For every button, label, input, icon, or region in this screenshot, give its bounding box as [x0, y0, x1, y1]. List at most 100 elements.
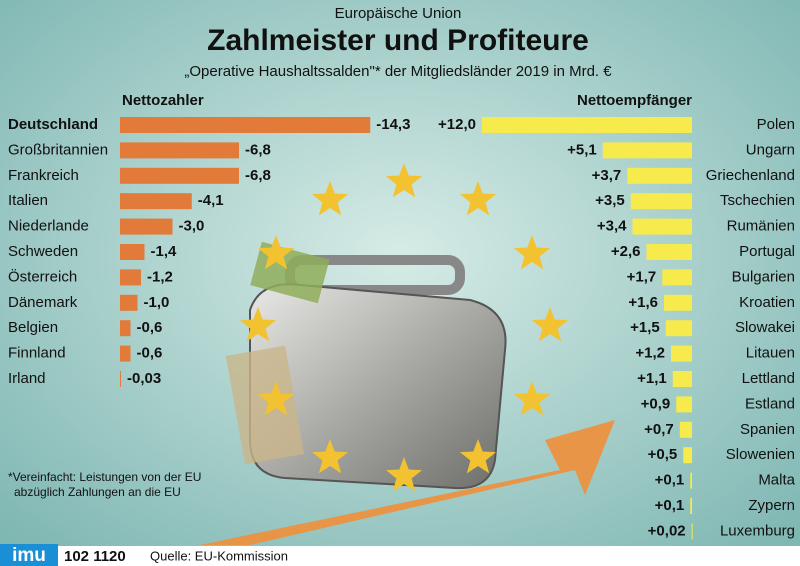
bar — [602, 142, 692, 159]
bar — [120, 371, 121, 387]
star — [531, 307, 569, 342]
star — [459, 181, 497, 216]
supertitle: Europäische Union — [335, 5, 462, 22]
star — [257, 235, 295, 270]
bar — [120, 244, 145, 260]
category-label: Slowakei — [735, 319, 795, 336]
value-label: +1,2 — [635, 345, 665, 362]
right-heading: Nettoempfänger — [577, 92, 692, 109]
value-label: -1,0 — [144, 294, 170, 311]
bar — [630, 193, 692, 210]
value-label: -6,8 — [245, 167, 271, 184]
star — [459, 439, 497, 474]
value-label: -14,3 — [376, 116, 410, 133]
bar — [632, 218, 692, 235]
value-label: +3,4 — [597, 218, 627, 235]
bar — [672, 371, 692, 387]
value-label: +1,1 — [637, 370, 667, 387]
value-label: +3,5 — [595, 192, 625, 209]
footnote: abzüglich Zahlungen an die EU — [14, 485, 181, 499]
value-label: +3,7 — [592, 167, 622, 184]
value-label: +0,7 — [644, 421, 674, 438]
logo: imu — [12, 545, 46, 566]
left-heading: Nettozahler — [122, 92, 204, 109]
category-label: Belgien — [8, 319, 58, 336]
category-label: Tschechien — [720, 192, 795, 209]
bar — [482, 117, 692, 133]
star — [311, 439, 349, 474]
category-label: Rumänien — [727, 218, 795, 235]
bar — [664, 294, 692, 311]
footer-band — [0, 546, 800, 566]
bar — [690, 498, 692, 514]
star — [239, 307, 277, 342]
value-label: -1,2 — [147, 268, 173, 285]
value-label: +0,9 — [641, 395, 671, 412]
bar — [683, 447, 692, 464]
value-label: +0,5 — [648, 446, 678, 463]
title: Zahlmeister und Profiteure — [207, 24, 589, 57]
category-label: Slowenien — [726, 446, 795, 463]
category-label: Niederlande — [8, 218, 89, 235]
category-label: Großbritannien — [8, 141, 108, 158]
category-label: Schweden — [8, 243, 78, 260]
value-label: +0,1 — [655, 497, 685, 514]
suitcase — [225, 241, 507, 490]
value-label: -1,4 — [151, 243, 178, 260]
category-label: Lettland — [742, 370, 795, 387]
value-label: +0,02 — [648, 522, 686, 539]
category-label: Zypern — [748, 497, 795, 514]
star — [311, 181, 349, 216]
value-label: -0,6 — [137, 345, 163, 362]
subtitle: „Operative Haushaltssalden"* der Mitglie… — [184, 63, 612, 80]
category-label: Estland — [745, 395, 795, 412]
eu-stars — [239, 163, 569, 492]
category-label: Deutschland — [8, 116, 98, 133]
bar — [120, 167, 239, 184]
value-label: +2,6 — [611, 243, 641, 260]
bar — [662, 269, 692, 286]
bar — [627, 167, 692, 184]
bar — [120, 193, 192, 210]
bar — [120, 142, 239, 159]
category-label: Frankreich — [8, 167, 79, 184]
bar — [690, 472, 692, 489]
category-label: Dänemark — [8, 294, 78, 311]
value-label: +1,6 — [628, 294, 658, 311]
category-label: Luxemburg — [720, 522, 795, 539]
value-label: +12,0 — [438, 116, 476, 133]
bar — [665, 320, 692, 337]
bar — [120, 218, 173, 235]
category-label: Griechenland — [706, 167, 795, 184]
value-label: -4,1 — [198, 192, 224, 209]
category-label: Polen — [757, 116, 795, 133]
bar — [676, 396, 692, 413]
footnote: *Vereinfacht: Leistungen von der EU — [8, 470, 201, 484]
value-label: +5,1 — [567, 141, 597, 158]
category-label: Bulgarien — [732, 268, 795, 285]
logo-box — [0, 544, 58, 566]
category-label: Irland — [8, 370, 46, 387]
bar — [679, 421, 692, 438]
star — [385, 163, 423, 198]
star — [513, 235, 551, 270]
value-label: -6,8 — [245, 141, 271, 158]
value-label: +1,5 — [630, 319, 660, 336]
bar — [646, 244, 692, 260]
bar — [120, 320, 131, 337]
bar — [671, 345, 692, 362]
category-label: Italien — [8, 192, 48, 209]
category-label: Österreich — [8, 267, 77, 285]
category-label: Finnland — [8, 345, 66, 362]
bar — [691, 523, 693, 540]
star — [385, 457, 423, 492]
bar — [120, 269, 141, 286]
bar — [120, 294, 138, 311]
code: 102 1120 — [64, 548, 126, 565]
category-label: Ungarn — [746, 141, 795, 158]
arrow — [200, 420, 615, 545]
star — [513, 381, 551, 416]
value-label: +1,7 — [627, 268, 657, 285]
value-label: +0,1 — [655, 472, 685, 489]
